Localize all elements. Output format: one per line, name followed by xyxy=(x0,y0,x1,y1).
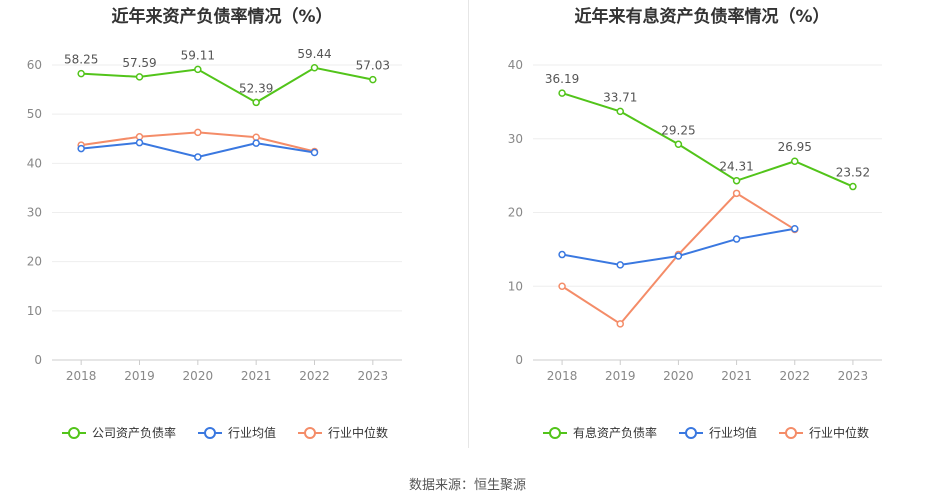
y-tick-label: 30 xyxy=(508,132,523,146)
data-label: 23.52 xyxy=(836,166,870,180)
x-tick-label: 2022 xyxy=(299,369,330,383)
x-tick-label: 2022 xyxy=(779,369,810,383)
y-tick-label: 0 xyxy=(515,353,523,367)
legend-label: 行业均值 xyxy=(228,425,276,440)
chart-title: 近年来有息资产负债率情况（%） xyxy=(574,6,829,27)
chart-title: 近年来资产负债率情况（%） xyxy=(111,6,332,27)
x-tick-label: 2019 xyxy=(124,369,155,383)
data-point xyxy=(791,224,799,233)
data-label: 33.71 xyxy=(603,90,637,104)
series-line xyxy=(81,66,374,104)
data-point xyxy=(194,65,202,74)
data-point xyxy=(732,189,741,198)
data-label: 29.25 xyxy=(661,123,695,137)
data-point xyxy=(616,261,624,269)
data-point xyxy=(791,157,799,165)
x-tick-label: 2020 xyxy=(183,369,214,383)
legend-marker xyxy=(304,427,316,439)
y-tick-label: 10 xyxy=(27,304,42,318)
data-point xyxy=(674,252,683,260)
legend-marker xyxy=(785,427,797,439)
data-point xyxy=(135,133,144,141)
x-tick-label: 2021 xyxy=(241,369,272,383)
y-tick-label: 0 xyxy=(34,353,42,367)
data-point xyxy=(252,98,260,107)
legend-label: 行业中位数 xyxy=(809,425,869,440)
x-tick-label: 2020 xyxy=(663,369,694,383)
y-tick-label: 40 xyxy=(27,156,42,170)
legend-marker xyxy=(68,427,80,439)
x-tick-label: 2023 xyxy=(838,369,869,383)
x-tick-label: 2019 xyxy=(605,369,636,383)
data-point xyxy=(194,153,202,161)
chart-2: 近年来有息资产负债率情况（%） 0 10 20 30 40 2018 2019 2020 2021… xyxy=(508,6,882,440)
data-point xyxy=(732,176,741,185)
legend-label: 公司资产负债率 xyxy=(92,425,176,440)
x-tick-label: 2023 xyxy=(358,369,389,383)
legend-item: 有息资产负债率 xyxy=(543,425,657,440)
data-point xyxy=(616,320,624,328)
legend-item: 行业中位数 xyxy=(779,425,869,440)
data-point xyxy=(135,138,144,147)
legend-label: 行业中位数 xyxy=(328,425,388,440)
data-point xyxy=(252,139,260,147)
data-point xyxy=(558,282,566,290)
data-label: 59.11 xyxy=(181,48,215,62)
legend-label: 有息资产负债率 xyxy=(573,425,657,440)
legend-item: 行业均值 xyxy=(679,425,757,440)
legend-item: 行业中位数 xyxy=(298,425,388,440)
data-label: 59.44 xyxy=(297,47,331,61)
y-tick-label: 20 xyxy=(508,206,523,220)
data-point xyxy=(310,64,319,72)
data-point xyxy=(194,128,202,137)
data-point xyxy=(616,107,624,116)
x-tick-label: 2018 xyxy=(66,369,97,383)
chart-1: 近年来资产负债率情况（%） 0 10 20 30 40 50 60 2018 2019 2020 20… xyxy=(27,6,402,440)
y-tick-label: 40 xyxy=(508,58,523,72)
data-point xyxy=(558,89,566,97)
data-point xyxy=(77,69,85,78)
data-point xyxy=(77,144,85,153)
data-point xyxy=(732,235,741,243)
data-point xyxy=(558,250,566,259)
data-point xyxy=(310,148,319,157)
y-tick-label: 30 xyxy=(27,206,42,220)
legend-item: 公司资产负债率 xyxy=(62,425,176,440)
legend-marker xyxy=(549,427,561,439)
data-label: 57.03 xyxy=(356,59,390,73)
data-label: 57.59 xyxy=(122,56,156,70)
legend-marker xyxy=(685,427,697,439)
legend-label: 行业均值 xyxy=(709,425,757,440)
data-point xyxy=(369,75,377,84)
data-label: 24.31 xyxy=(719,160,753,174)
x-tick-label: 2018 xyxy=(547,369,578,383)
data-label: 36.19 xyxy=(545,72,579,86)
data-point xyxy=(674,140,683,149)
x-tick-label: 2021 xyxy=(721,369,752,383)
series-line xyxy=(561,92,854,188)
chart-divider xyxy=(468,0,469,448)
data-point xyxy=(135,73,144,81)
y-tick-label: 50 xyxy=(27,107,42,121)
data-label: 52.39 xyxy=(239,81,273,95)
data-label: 26.95 xyxy=(778,140,812,154)
data-point xyxy=(252,133,260,142)
legend-marker xyxy=(204,427,216,439)
y-tick-label: 60 xyxy=(27,58,42,72)
source-label: 数据来源：恒生聚源 xyxy=(408,478,526,493)
y-tick-label: 10 xyxy=(508,279,523,293)
legend-item: 行业均值 xyxy=(198,425,276,440)
data-point xyxy=(849,182,857,191)
data-label: 58.25 xyxy=(64,53,98,67)
y-tick-label: 20 xyxy=(27,255,42,269)
